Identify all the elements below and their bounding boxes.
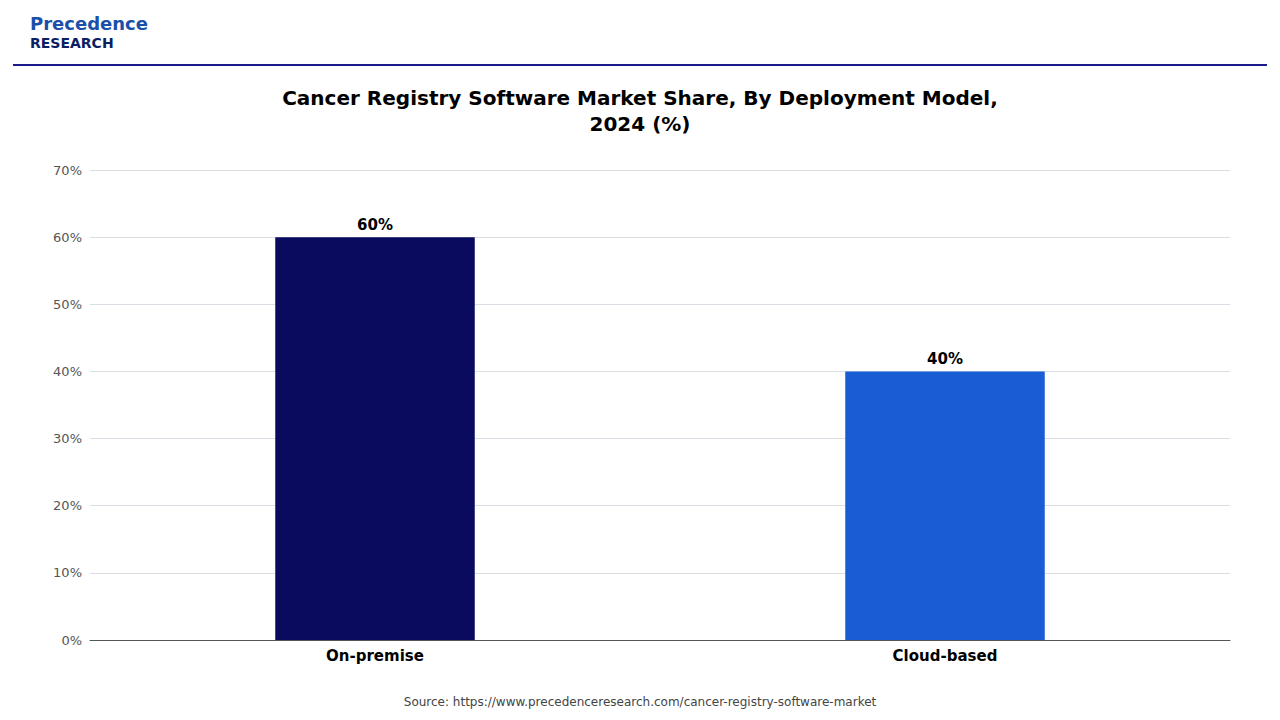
svg-text:On-premise: On-premise (326, 647, 424, 665)
svg-text:40%: 40% (927, 350, 963, 368)
svg-text:0%: 0% (61, 633, 82, 648)
svg-text:RESEARCH: RESEARCH (30, 35, 114, 51)
svg-text:Precedence: Precedence (30, 13, 148, 34)
svg-text:Source: https://www.precedence: Source: https://www.precedenceresearch.c… (404, 695, 877, 709)
svg-text:50%: 50% (53, 297, 82, 312)
svg-text:2024 (%): 2024 (%) (590, 112, 691, 136)
svg-text:60%: 60% (53, 230, 82, 245)
svg-text:10%: 10% (53, 565, 82, 580)
svg-text:20%: 20% (53, 498, 82, 513)
svg-text:Cancer Registry Software Marke: Cancer Registry Software Market Share, B… (282, 86, 998, 110)
svg-text:40%: 40% (53, 364, 82, 379)
svg-text:60%: 60% (357, 216, 393, 234)
svg-text:70%: 70% (53, 163, 82, 178)
svg-text:30%: 30% (53, 431, 82, 446)
svg-text:Cloud-based: Cloud-based (893, 647, 998, 665)
